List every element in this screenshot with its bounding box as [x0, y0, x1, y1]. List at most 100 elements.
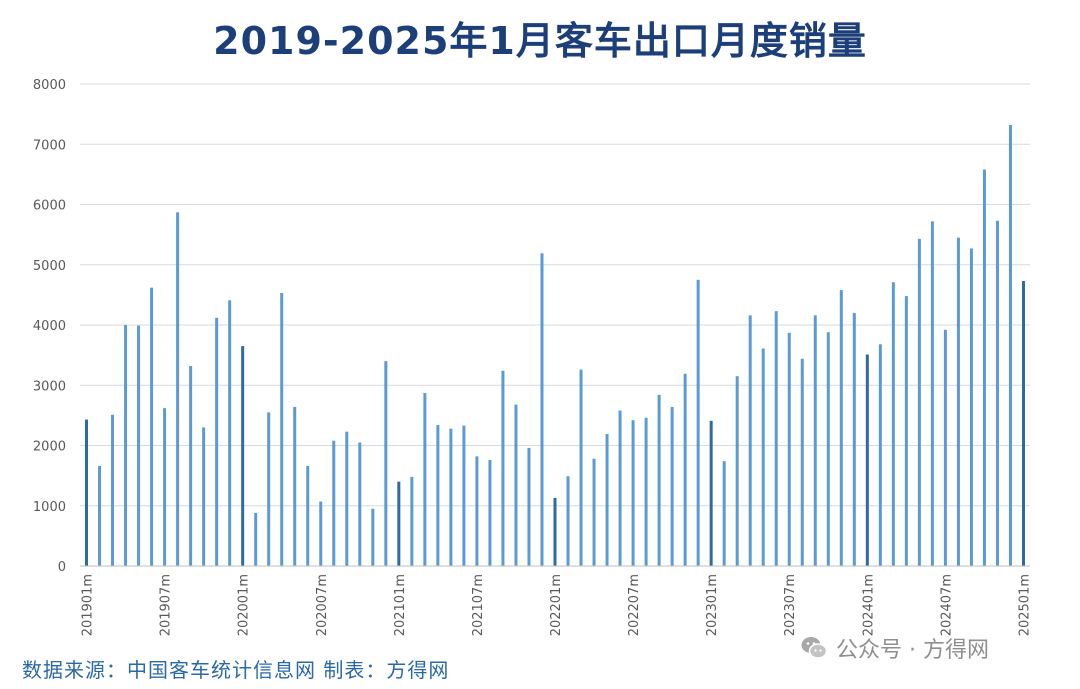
bar: [488, 459, 492, 566]
gridlines: [80, 83, 1030, 507]
x-tick-label: 202207m: [627, 574, 642, 636]
bar: [579, 369, 583, 566]
bar: [98, 465, 102, 566]
bar: [787, 332, 791, 566]
bar: [85, 419, 89, 566]
wechat-icon: [801, 637, 828, 659]
x-tick-label: 201901m: [81, 574, 96, 636]
bar: [813, 315, 817, 566]
x-tick-label: 202001m: [237, 574, 252, 636]
y-tick-label: 5000: [33, 259, 66, 274]
watermark-text: 公众号 · 方得网: [836, 638, 989, 663]
bar: [514, 404, 518, 566]
bar: [358, 442, 362, 566]
bar: [605, 434, 609, 566]
bar: [852, 312, 856, 566]
x-tick-label: 202401m: [861, 574, 876, 636]
bar: [878, 344, 882, 566]
bar: [774, 311, 778, 566]
x-tick-label: 202407m: [939, 574, 954, 636]
bar: [566, 476, 570, 566]
bar: [501, 370, 505, 566]
bar: [449, 428, 453, 566]
bar: [111, 414, 115, 566]
x-tick-label: 202101m: [393, 574, 408, 636]
bar: [527, 447, 531, 566]
bar: [644, 417, 648, 566]
y-axis-ticks: 0 1000 2000 3000 4000 5000 6000 7000 8000: [33, 78, 66, 575]
bar: [631, 420, 635, 566]
bar: [150, 287, 154, 566]
bar: [267, 412, 271, 566]
bar: [436, 425, 440, 566]
bar: [306, 465, 310, 566]
bar: [1008, 124, 1012, 566]
y-tick-label: 0: [58, 560, 66, 575]
bar: [735, 376, 739, 566]
bar: [124, 325, 128, 566]
x-axis-ticks: 201901m 201907m 202001m 202007m 202101m 20210…: [81, 574, 1033, 636]
bar: [384, 361, 388, 566]
bar: [800, 358, 804, 566]
y-tick-label: 4000: [33, 319, 66, 334]
x-tick-label: 202307m: [783, 574, 798, 636]
bar: [280, 293, 284, 566]
x-tick-label: 202201m: [549, 574, 564, 636]
bar: [1021, 281, 1025, 566]
bar: [202, 427, 206, 566]
y-tick-label: 6000: [33, 199, 66, 214]
bar: [618, 410, 622, 566]
bar: [254, 512, 258, 566]
bar: [709, 420, 713, 566]
watermark: 公众号 · 方得网: [800, 632, 989, 664]
x-tick-label: 202007m: [315, 574, 330, 636]
x-tick-label: 201907m: [159, 574, 174, 636]
bar: [943, 329, 947, 566]
x-tick-label: 202107m: [471, 574, 486, 636]
bar: [956, 237, 960, 566]
y-tick-label: 7000: [33, 138, 66, 153]
bar: [969, 248, 973, 567]
bar: [553, 497, 557, 566]
x-tick-label: 202301m: [705, 574, 720, 636]
bar: [176, 212, 180, 566]
bar: [163, 408, 167, 566]
bar: [215, 317, 219, 566]
bar: [930, 221, 934, 566]
bar: [137, 325, 141, 566]
bar: [748, 315, 752, 566]
bar: [397, 481, 401, 566]
bar: [865, 354, 869, 566]
bar: [904, 296, 908, 566]
bar: [345, 431, 349, 566]
bar: [826, 332, 830, 566]
bar: [319, 501, 323, 566]
bar: [982, 169, 986, 566]
bar: [410, 476, 414, 566]
bar: [761, 348, 765, 566]
bar: [462, 425, 466, 566]
bar: [683, 373, 687, 566]
bar: [696, 279, 700, 566]
bar: [423, 393, 427, 566]
x-tick-label: 202501m: [1017, 574, 1032, 636]
bar: [839, 290, 843, 566]
y-tick-label: 1000: [33, 500, 66, 515]
bar: [228, 300, 232, 566]
bar: [241, 346, 245, 566]
bar: [475, 456, 479, 566]
bar: [657, 394, 661, 566]
y-tick-label: 3000: [33, 379, 66, 394]
bar: [670, 406, 674, 566]
bar: [371, 508, 375, 566]
bar-series: [85, 124, 1025, 567]
bar: [189, 365, 193, 566]
bar: [293, 406, 297, 566]
chart-title: 2019-2025年1月客车出口月度销量: [213, 19, 867, 63]
bar: [891, 282, 895, 566]
y-tick-label: 8000: [33, 78, 66, 93]
bar: [722, 461, 726, 566]
bar: [592, 458, 596, 566]
bar: [995, 220, 999, 566]
